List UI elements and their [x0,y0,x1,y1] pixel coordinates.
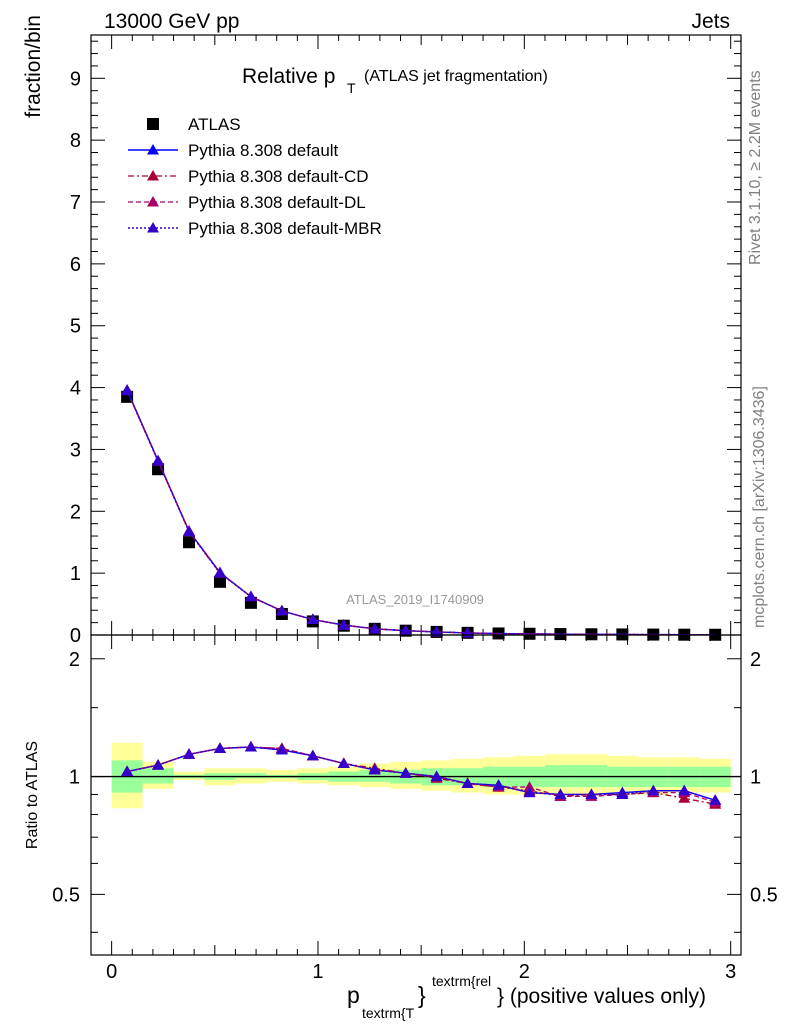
ratio-y-tick-label-right: 0.5 [750,884,778,906]
ratio-y-tick-label-left: 0.5 [52,884,80,906]
legend-marker-dashed [147,196,159,207]
main-marker-dotted [399,624,412,636]
main-marker-dotted [213,567,226,578]
header-left: 13000 GeV pp [104,10,239,33]
legend-label: ATLAS [188,115,241,134]
ratio-marker-dotted [554,788,567,799]
ratio-panel: 0.5 0.5 1 1 2 2 0 1 2 3 Ratio to ATLAS [24,634,778,983]
ratio-y-tick-label-left: 2 [69,649,80,671]
x-tick-label: 3 [725,961,736,983]
x-label-sub: textrm{T [362,1005,415,1021]
main-marker-dotted [152,455,165,466]
x-tick-label: 2 [519,961,530,983]
main-marker-dotted [368,622,381,634]
main-y-tick-label: 5 [70,316,81,338]
main-y-tick-label: 7 [70,192,81,214]
title-suffix: (ATLAS jet fragmentation) [364,68,548,85]
main-y-tick-label: 0 [70,625,81,647]
legend: ATLAS Pythia 8.308 default Pythia 8.308 de… [128,115,382,238]
x-tick-label: 0 [106,961,117,983]
ratio-marker-dotted [523,786,536,798]
main-marker-dotted [121,384,134,396]
x-axis-label: p textrm{T } textrm{rel } (positive valu… [347,973,706,1021]
ratio-marker-dotted [616,788,629,799]
ratio-marker-dotted [306,749,319,761]
ratio-marker-dotted [152,759,165,770]
ratio-marker-dotted [585,788,598,799]
ratio-marker-dotted [244,741,257,752]
main-panel: 0 1 2 3 4 5 6 7 8 9 ATLAS_2019_I1740909 fraction/… [22,15,742,647]
main-y-axis: 0 1 2 3 4 5 6 7 8 9 [70,35,741,647]
main-marker-dotted [244,590,257,602]
rivet-label: Rivet 3.1.10, ≥ 2.2M events [747,70,764,265]
chart-title: Relative p T (ATLAS jet fragmentation) [242,65,548,96]
inner-uncertainty-band [235,773,267,779]
legend-marker-solid [147,144,159,155]
legend-label: Pythia 8.308 default [188,141,339,160]
x-tick-label: 1 [312,961,323,983]
main-marker-dotted [337,619,350,630]
legend-label: Pythia 8.308 default-MBR [188,219,382,238]
main-y-axis-label: fraction/bin [22,15,45,118]
main-y-tick-label: 2 [70,501,81,523]
main-y-tick-label: 3 [70,439,81,461]
ratio-marker-dotted [678,784,691,796]
main-marker-dotted [275,604,288,616]
main-marker-dotted [306,613,319,625]
main-y-tick-label: 1 [70,563,81,585]
atlas-data-point [213,575,226,588]
main-y-tick-label: 6 [70,254,81,276]
ratio-marker-dotted [709,794,722,805]
x-label-tail: } (positive values only) [497,985,706,1008]
legend-marker-atlas [147,118,159,130]
ratio-line-dotted [126,746,716,801]
title-main: Relative p [242,65,335,88]
ratio-panel-frame [90,634,742,956]
ratio-marker-dashdot [678,792,691,803]
inner-uncertainty-band [359,769,391,782]
main-marker-dotted [183,525,196,537]
ratio-marker-dotted [275,743,288,755]
ratio-marker-dotted [647,784,660,796]
ratio-marker-dotted [430,770,443,782]
ratio-marker-dotted [213,742,226,753]
title-sub: T [347,80,356,96]
main-y-tick-label: 4 [70,378,81,400]
main-marker-dotted [430,625,443,637]
ratio-series-group [121,741,722,809]
main-y-tick-label: 9 [70,68,81,90]
x-label-main: p [347,982,360,1008]
ratio-marker-dashed [523,781,536,792]
ratio-y-tick-label-right: 1 [750,767,761,789]
legend-marker-dotted [147,222,159,233]
ratio-marker-dotted [368,763,381,775]
analysis-watermark: ATLAS_2019_I1740909 [346,592,484,607]
ratio-marker-dotted [492,779,505,790]
ratio-marker-dotted [183,748,196,759]
main-y-tick-label: 8 [70,130,81,152]
legend-label: Pythia 8.308 default-DL [188,193,366,212]
ratio-y-axis-label: Ratio to ATLAS [24,741,41,849]
x-label-sup: textrm{rel [432,973,491,989]
header-right: Jets [691,10,730,33]
ratio-y-tick-label-right: 2 [750,649,761,671]
mcplots-label: mcplots.cern.ch [arXiv:1306.3436] [751,386,768,628]
ratio-marker-dotted [121,765,134,777]
legend-label: Pythia 8.308 default-CD [188,167,369,186]
ratio-axes: 0.5 0.5 1 1 2 2 0 1 2 3 [52,635,778,983]
ratio-marker-dotted [399,767,412,778]
legend-marker-dashdot [147,170,159,181]
ratio-y-tick-label-left: 1 [69,767,80,789]
atlas-data-point [183,536,196,549]
ratio-marker-dotted [461,777,474,789]
x-label-brace: } [418,982,426,1008]
ratio-marker-dotted [337,757,350,768]
